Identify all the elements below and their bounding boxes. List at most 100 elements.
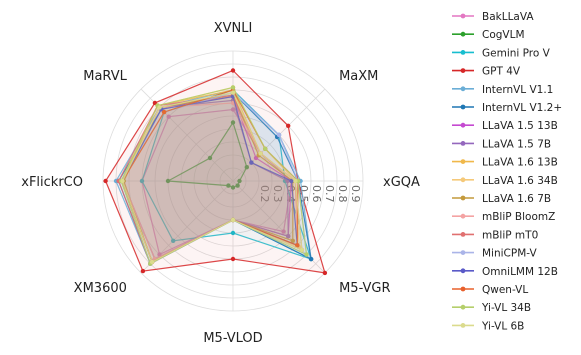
series-yi-vl-6b	[120, 90, 305, 265]
series-point	[103, 178, 108, 184]
series-point	[207, 155, 213, 161]
legend-item: mBliP BloomZ	[452, 211, 555, 223]
legend-label: MiniCPM-V	[482, 248, 537, 260]
legend-label: GPT 4V	[482, 66, 521, 78]
legend-label: InternVL V1.1	[482, 84, 553, 96]
legend-item: MiniCPM-V	[452, 248, 537, 260]
tick-label: 0.3	[271, 185, 284, 203]
axis-label: xGQA	[383, 175, 420, 190]
series-point	[171, 238, 176, 243]
legend-label: LLaVA 1.6 7B	[482, 193, 551, 205]
tick-label: 0.6	[310, 185, 323, 203]
tick-label: 0.8	[336, 185, 349, 203]
series-point	[149, 259, 155, 265]
series-point	[157, 105, 162, 110]
legend-item: LLaVA 1.5 13B	[452, 120, 558, 132]
legend-item: LLaVA 1.6 34B	[452, 175, 558, 187]
series-point	[237, 178, 242, 184]
legend-label: CogVLM	[482, 29, 525, 41]
series-point	[293, 178, 298, 184]
legend-item: GPT 4V	[452, 66, 521, 78]
legend-item: CogVLM	[452, 29, 525, 41]
series-point	[286, 234, 291, 239]
legend-swatch-marker	[460, 195, 466, 201]
series-point	[289, 178, 294, 184]
axis-label: XM3600	[74, 281, 127, 296]
series-point	[258, 151, 263, 156]
legend-item: Qwen-VL	[452, 284, 528, 296]
series-point	[295, 243, 300, 248]
series-point	[230, 230, 236, 236]
legend-item: InternVL V1.1	[452, 84, 553, 96]
legend-label: Qwen-VL	[482, 284, 528, 296]
legend-label: Yi-VL 6B	[481, 320, 524, 332]
series-point	[235, 183, 240, 188]
legend-swatch-marker	[460, 159, 466, 165]
legend-label: LLaVA 1.5 7B	[482, 138, 551, 150]
legend-swatch-marker	[460, 268, 466, 274]
series-point	[230, 68, 236, 73]
series-point	[140, 268, 146, 274]
series-point	[290, 238, 295, 243]
legend-swatch-marker	[460, 232, 466, 237]
legend-swatch-marker	[460, 13, 466, 19]
legend-label: LLaVA 1.6 13B	[482, 157, 558, 169]
series-point	[226, 183, 231, 188]
legend-label: mBliP BloomZ	[482, 211, 555, 223]
series-point	[165, 178, 171, 184]
series-point	[286, 123, 291, 128]
series-point	[281, 229, 286, 234]
radial-tick-labels: 0.2 0.3 0.4 0.5 0.6 0.7 0.8 0.9	[258, 185, 362, 203]
legend-label: InternVL V1.2+	[482, 102, 562, 114]
series-point	[230, 107, 236, 112]
legend-item: Gemini Pro V	[452, 47, 551, 59]
legend-swatch-marker	[460, 250, 466, 256]
legend-swatch-marker	[460, 213, 466, 219]
tick-label: 0.2	[258, 185, 271, 203]
legend-swatch-marker	[460, 304, 466, 310]
series-point	[230, 120, 236, 125]
legend-item: LLaVA 1.6 13B	[452, 157, 558, 169]
series-point	[304, 252, 309, 257]
series-point	[230, 217, 236, 223]
legend-label: LLaVA 1.6 34B	[482, 175, 558, 187]
series-gpt-4v	[103, 68, 328, 276]
series-point	[308, 256, 314, 262]
axis-label: M5-VGR	[339, 281, 390, 296]
legend-item: Yi-VL 6B	[452, 320, 524, 332]
series-point	[299, 247, 305, 253]
series-point	[152, 100, 158, 106]
legend-item: mBliP mT0	[452, 229, 538, 241]
tick-label: 0.9	[349, 185, 362, 203]
axis-label: MaRVL	[83, 69, 127, 84]
axis-labels: XVNLI MaXM xGQA M5-VGR M5-VLOD XM3600 xFlickrC…	[21, 21, 420, 346]
legend-item: LLaVA 1.5 7B	[452, 138, 551, 150]
series-point	[276, 132, 282, 138]
legend-swatch-marker	[460, 86, 466, 92]
series-point	[161, 109, 167, 115]
legend-label: OmniLMM 12B	[482, 266, 558, 278]
series-point	[322, 270, 328, 276]
series-point	[230, 185, 236, 190]
legend-swatch-marker	[460, 50, 466, 55]
series-point	[166, 114, 171, 119]
series-point	[230, 85, 236, 90]
series-point	[249, 160, 254, 165]
legend-swatch-marker	[460, 104, 466, 110]
legend-swatch-marker	[460, 177, 466, 183]
legend-swatch-marker	[460, 141, 466, 146]
tick-label: 0.7	[323, 185, 336, 203]
series-cogvlm	[165, 120, 249, 190]
legend-label: Yi-VL 34B	[481, 302, 531, 314]
legend: BakLLaVA CogVLM Gemini Pro V GPT 4V InternVL…	[452, 11, 562, 332]
legend-label: Gemini Pro V	[482, 47, 551, 59]
radar-series	[103, 68, 328, 276]
legend-item: OmniLMM 12B	[452, 266, 558, 278]
legend-swatch-marker	[460, 122, 466, 128]
legend-item: Yi-VL 34B	[452, 302, 531, 314]
legend-label: LLaVA 1.5 13B	[482, 120, 558, 132]
series-point	[244, 165, 249, 170]
legend-item: BakLLaVA	[452, 11, 534, 23]
series-point	[120, 178, 125, 184]
